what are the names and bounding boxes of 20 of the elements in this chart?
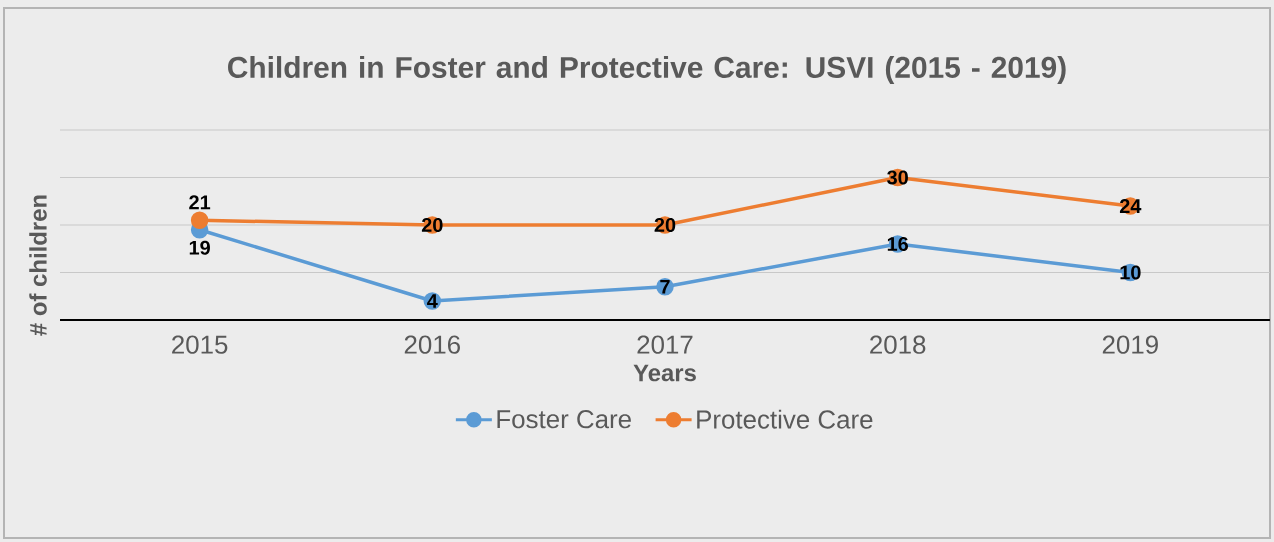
data-label: 16 xyxy=(887,236,909,252)
chart-title: Children in Foster and Protective Care: USVI (2015 - 2019) xyxy=(228,56,1066,84)
data-label: 4 xyxy=(427,294,438,308)
x-axis-title: Years xyxy=(633,364,696,382)
data-label: 7 xyxy=(660,279,670,294)
data-label: 20 xyxy=(421,217,443,233)
x-tick-label: 2016 xyxy=(404,335,460,354)
data-label: 30 xyxy=(887,170,908,185)
data-label: 19 xyxy=(189,240,210,255)
data-label: 20 xyxy=(654,217,676,233)
x-tick-label: 2019 xyxy=(1102,335,1158,354)
point xyxy=(190,211,209,229)
y-axis-title: # of children xyxy=(29,195,47,336)
x-tick-label: 2018 xyxy=(870,335,926,354)
legend-label: Protective Care xyxy=(697,409,873,429)
data-label: 21 xyxy=(189,195,211,210)
legend-label: Foster Care xyxy=(497,410,631,429)
x-tick-label: 2017 xyxy=(637,335,693,354)
data-label: 10 xyxy=(1120,265,1141,280)
x-tick-label: 2015 xyxy=(172,335,228,354)
